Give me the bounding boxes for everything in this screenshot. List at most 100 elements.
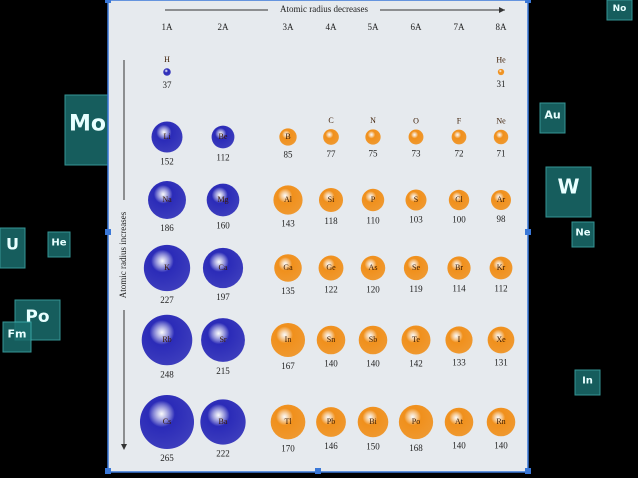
element-symbol: He xyxy=(496,56,506,65)
element-symbol: Ge xyxy=(326,263,336,272)
side-label: Atomic radius increases xyxy=(118,211,128,298)
radius-value: 100 xyxy=(452,214,466,224)
atom-sphere xyxy=(143,244,191,292)
element-symbol: C xyxy=(328,116,333,125)
atom-sphere xyxy=(318,255,344,281)
radius-value: 135 xyxy=(281,286,295,296)
atom-sphere xyxy=(447,256,471,280)
handle[interactable] xyxy=(105,0,111,3)
atom-sphere xyxy=(357,406,389,438)
element-symbol: Na xyxy=(162,195,172,204)
element-symbol: Li xyxy=(163,132,171,141)
radius-value: 160 xyxy=(216,220,230,230)
element-symbol: Al xyxy=(284,195,293,204)
element-symbol: H xyxy=(164,55,170,64)
atom-sphere xyxy=(279,128,297,146)
atom-sphere xyxy=(361,188,385,212)
atom-sphere xyxy=(316,407,346,437)
radius-value: 150 xyxy=(366,441,380,451)
element-symbol: Rb xyxy=(162,335,171,344)
handle[interactable] xyxy=(315,468,321,474)
atom-sphere xyxy=(398,404,434,440)
element-symbol: Mg xyxy=(217,195,228,204)
element-symbol: O xyxy=(413,116,419,125)
element-symbol: As xyxy=(369,263,378,272)
radius-value: 122 xyxy=(324,285,338,295)
group-label: 1A xyxy=(162,22,174,32)
atom-sphere xyxy=(497,68,505,76)
group-label: 3A xyxy=(283,22,295,32)
atom-sphere xyxy=(316,325,346,355)
radius-value: 98 xyxy=(497,214,507,224)
atom-sphere xyxy=(358,325,388,355)
element-symbol: Xe xyxy=(496,335,506,344)
radius-value: 215 xyxy=(216,366,230,376)
atom-sphere xyxy=(141,314,193,366)
element-symbol: N xyxy=(370,116,376,125)
radius-value: 112 xyxy=(494,283,507,293)
radius-value: 75 xyxy=(369,149,379,159)
radius-value: 146 xyxy=(324,441,338,451)
element-tile xyxy=(545,166,592,218)
tile-symbol: U xyxy=(6,234,19,253)
element-symbol: Ga xyxy=(283,263,293,272)
element-symbol: Be xyxy=(219,132,228,141)
atom-sphere xyxy=(273,185,303,215)
tile-symbol: Mo xyxy=(69,111,106,136)
element-tile xyxy=(47,231,71,258)
element-symbol: Rn xyxy=(496,417,505,426)
atom-sphere xyxy=(365,129,381,145)
radius-value: 140 xyxy=(494,440,508,450)
atom-sphere xyxy=(493,129,509,145)
handle[interactable] xyxy=(525,229,531,235)
element-symbol: P xyxy=(371,195,376,204)
atom-sphere xyxy=(489,256,513,280)
atom-sphere xyxy=(444,407,474,437)
radius-value: 152 xyxy=(160,157,174,167)
radius-value: 110 xyxy=(366,215,380,225)
atom-sphere xyxy=(360,255,386,281)
atom-sphere xyxy=(202,247,244,289)
element-tile xyxy=(606,0,633,21)
atom-sphere xyxy=(403,255,429,281)
tile-symbol: Fm xyxy=(8,328,27,341)
element-symbol: Se xyxy=(412,263,420,272)
element-symbol: Sn xyxy=(327,335,335,344)
slide-frame[interactable] xyxy=(107,0,529,473)
radius-value: 77 xyxy=(327,149,337,159)
radius-value: 120 xyxy=(366,284,380,294)
radius-value: 140 xyxy=(324,358,338,368)
handle[interactable] xyxy=(105,468,111,474)
arrow-head xyxy=(499,7,505,13)
handle[interactable] xyxy=(525,0,531,3)
element-symbol: In xyxy=(285,335,292,344)
atom-sphere xyxy=(274,254,302,282)
atom-sphere xyxy=(148,181,186,219)
atom-sphere xyxy=(318,187,344,213)
element-symbol: Tl xyxy=(284,417,292,426)
element-symbol: At xyxy=(455,417,464,426)
table: 1A H 37 Li 152 Na 186 K 227 Rb 248 Cs 265 2A Be 112 Mg 16… xyxy=(139,22,516,463)
group-label: 8A xyxy=(496,22,508,32)
element-symbol: S xyxy=(414,195,418,204)
atom-sphere xyxy=(491,190,511,210)
handle[interactable] xyxy=(525,468,531,474)
atom-sphere xyxy=(487,326,515,354)
tile-symbol: Ne xyxy=(575,228,590,239)
element-symbol: I xyxy=(458,335,461,344)
element-symbol: B xyxy=(285,132,290,141)
radius-value: 119 xyxy=(409,284,423,294)
handle[interactable] xyxy=(105,229,111,235)
atom-sphere xyxy=(211,125,235,149)
radius-value: 143 xyxy=(281,219,295,229)
tile-symbol: He xyxy=(51,238,66,249)
element-symbol: Si xyxy=(328,195,335,204)
element-tile xyxy=(2,321,32,353)
radius-value: 197 xyxy=(216,292,230,302)
radius-value: 37 xyxy=(163,80,173,90)
tile-symbol: W xyxy=(557,175,579,199)
atom-sphere xyxy=(163,68,171,76)
radius-value: 170 xyxy=(281,443,295,453)
selection-handles[interactable] xyxy=(105,0,531,474)
